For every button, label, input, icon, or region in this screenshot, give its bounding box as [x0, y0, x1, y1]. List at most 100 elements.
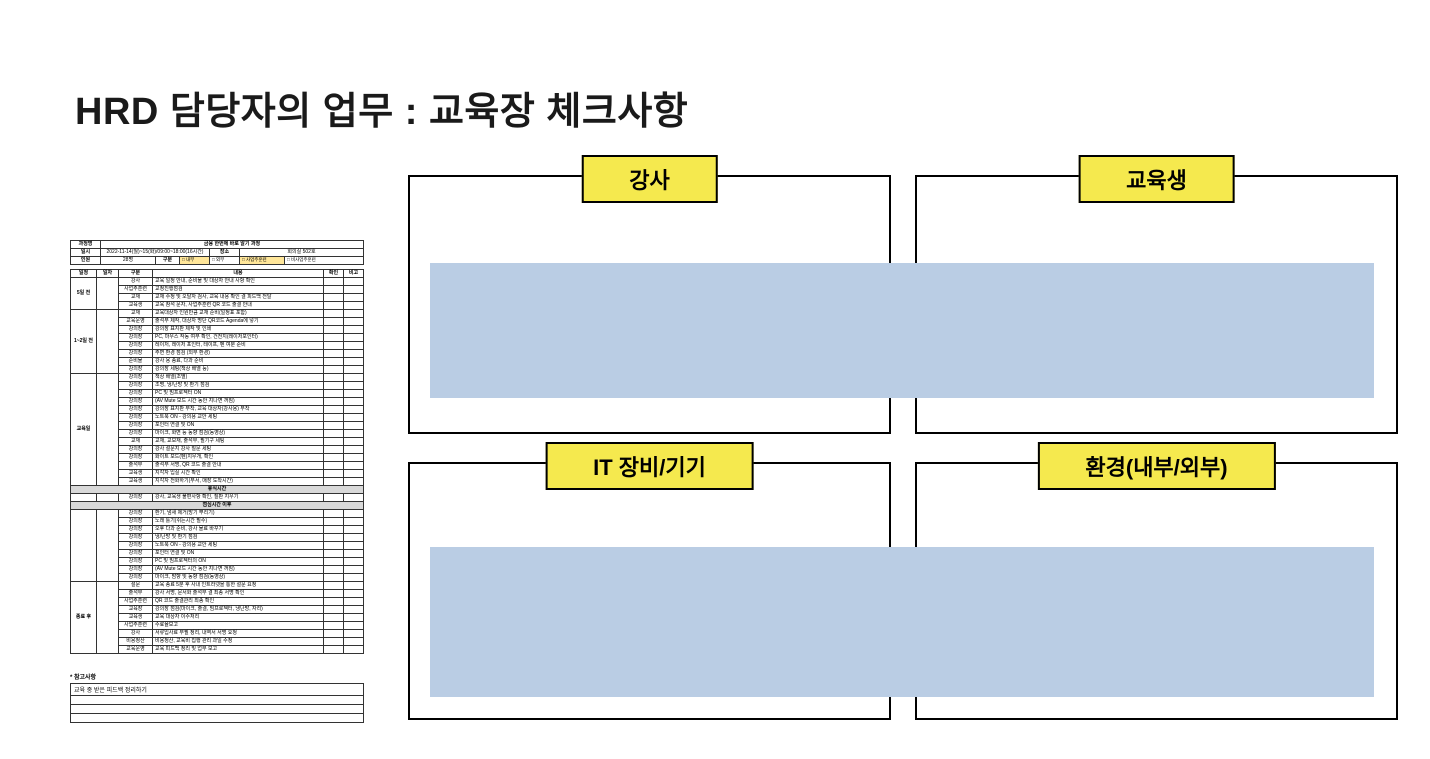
cat-cell: 교육생 — [119, 302, 153, 310]
check-cell — [324, 278, 344, 286]
cat-cell: 강의장 — [119, 326, 153, 334]
check-cell — [324, 382, 344, 390]
cat-cell: 강의장 — [119, 390, 153, 398]
note-cell — [344, 454, 364, 462]
cat-cell: 강의장 — [119, 422, 153, 430]
check-cell — [324, 622, 344, 630]
tab-it: IT 장비/기기 — [545, 442, 754, 490]
check-cell — [324, 630, 344, 638]
check-cell — [324, 614, 344, 622]
col-note: 비고 — [344, 270, 364, 278]
note-cell — [344, 366, 364, 374]
content-cell: 출석부 제작, 대상자 명단 QR코드 Agenda에 넣기 — [153, 318, 324, 326]
note-cell — [344, 422, 364, 430]
content-cell: 교육 참석 문자, 사업주훈련 QR 코드 출결 안내 — [153, 302, 324, 310]
content-cell: PC, 마우스 작동 여부 확인, 건전지(레이저포인터) — [153, 334, 324, 342]
check-cell — [324, 398, 344, 406]
cat-cell: 강의장 — [119, 446, 153, 454]
check-cell — [324, 598, 344, 606]
cat-cell: 교재 — [119, 310, 153, 318]
remarks-blank2 — [71, 705, 364, 714]
check-cell — [324, 422, 344, 430]
hdr-date-label: 일시 — [71, 249, 101, 257]
content-cell: 교재 수정 및 오탈자 검사, 교육 내용 확인 결 피드백 전달 — [153, 294, 324, 302]
check-cell — [324, 430, 344, 438]
phase-cell: 5일 전 — [71, 278, 97, 310]
note-cell — [344, 446, 364, 454]
phase-cell: 1~2일 전 — [71, 310, 97, 374]
content-cell: 출석부 서명, QR 코드 출결 안내 — [153, 462, 324, 470]
hdr-course-label: 과정명 — [71, 241, 101, 249]
cat-cell: 강의장 — [119, 414, 153, 422]
check-cell — [324, 390, 344, 398]
check-cell — [324, 574, 344, 582]
cat-cell: 교육운영 — [119, 646, 153, 654]
hdr-place-label: 장소 — [210, 249, 240, 257]
check-cell — [324, 406, 344, 414]
note-cell — [344, 638, 364, 646]
phase-cell: 종료 후 — [71, 582, 97, 654]
phase-cell — [71, 494, 97, 502]
redact-bottom — [430, 547, 1374, 697]
content-cell: 포인터 연결 및 ON — [153, 422, 324, 430]
check-cell — [324, 446, 344, 454]
check-cell — [324, 518, 344, 526]
note-cell — [344, 462, 364, 470]
hdr-date-value: 2022-11-14(월)~15(화)/09:00~18:00(16시간) — [101, 249, 210, 257]
cat-cell: 강의장 — [119, 574, 153, 582]
note-cell — [344, 350, 364, 358]
cat-cell: 강의장 — [119, 558, 153, 566]
cat-cell: 출석부 — [119, 462, 153, 470]
cat-cell: 교육생 — [119, 614, 153, 622]
cat-cell: 교육장 — [119, 606, 153, 614]
phase-cell — [71, 510, 97, 582]
note-cell — [344, 606, 364, 614]
note-cell — [344, 598, 364, 606]
note-cell — [344, 294, 364, 302]
cat-cell: 강의장 — [119, 566, 153, 574]
cat-cell: 교재 — [119, 294, 153, 302]
content-cell: 주변 환경 점검 (외부 환경) — [153, 350, 324, 358]
opt-internal: □ 내부 — [180, 257, 210, 265]
check-cell — [324, 566, 344, 574]
cat-cell: 강의장 — [119, 334, 153, 342]
content-cell: 지각자 전화하기(부서, 매장 도착시간) — [153, 478, 324, 486]
check-cell — [324, 462, 344, 470]
hdr-count-label: 인원 — [71, 257, 101, 265]
content-cell: 교육 피드백 정리 및 업무 보고 — [153, 646, 324, 654]
check-cell — [324, 646, 344, 654]
cat-cell: 강사 — [119, 278, 153, 286]
check-cell — [324, 310, 344, 318]
content-cell: 강의장 점검(마이크, 출결, 빔프로젝터, 냉난방, 자리) — [153, 606, 324, 614]
remarks-blank1 — [71, 696, 364, 705]
cat-cell: 출석부 — [119, 590, 153, 598]
note-cell — [344, 550, 364, 558]
note-cell — [344, 406, 364, 414]
section-row: 휴식시간 — [71, 486, 364, 494]
check-cell — [324, 350, 344, 358]
content-cell: 노트북 ON - 강의용 교안 세팅 — [153, 414, 324, 422]
note-cell — [344, 390, 364, 398]
note-cell — [344, 622, 364, 630]
content-cell: 교육 종료 5분 후 사내 인트라넷을 통한 설문 요청 — [153, 582, 324, 590]
opt-external: □ 외부 — [210, 257, 240, 265]
cat-cell: 강의장 — [119, 374, 153, 382]
check-cell — [324, 414, 344, 422]
col-phase: 일정 — [71, 270, 97, 278]
cat-cell: 강의장 — [119, 454, 153, 462]
check-cell — [324, 454, 344, 462]
note-cell — [344, 590, 364, 598]
note-cell — [344, 470, 364, 478]
content-cell: 서류입사료 부필 정리, 내역서 서명 요청 — [153, 630, 324, 638]
content-cell: 강사 설문지 강사 질문 세팅 — [153, 446, 324, 454]
cat-cell: 비용정산 — [119, 638, 153, 646]
note-cell — [344, 430, 364, 438]
cat-cell: 교육생 — [119, 470, 153, 478]
tab-env: 환경(내부/외부) — [1037, 442, 1275, 490]
note-cell — [344, 358, 364, 366]
tab-student: 교육생 — [1078, 155, 1235, 203]
cat-cell: 강의장 — [119, 342, 153, 350]
cat-cell: 강의장 — [119, 430, 153, 438]
content-cell: 강사, 교육생 불편사항 확인, 칠판 지우기 — [153, 494, 324, 502]
remarks-title: * 참고사항 — [70, 672, 364, 681]
